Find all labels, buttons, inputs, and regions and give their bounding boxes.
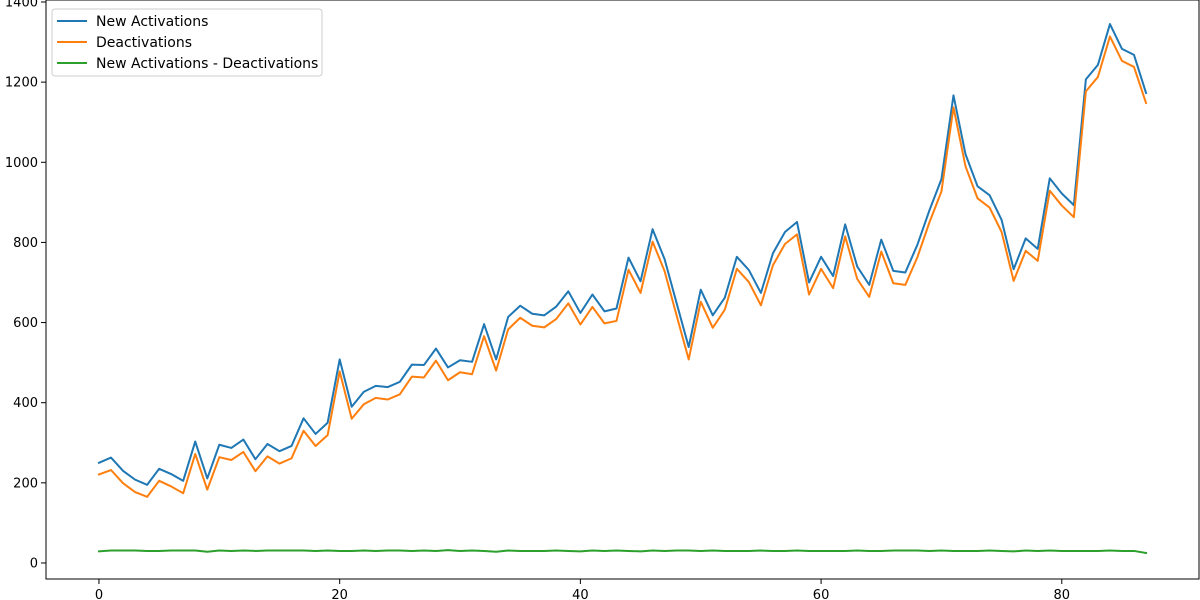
series-line-0 (97, 23, 1148, 486)
y-tick-label-6: 1200 (5, 76, 38, 91)
y-axis: 0 200 400 600 800 1000 1200 1400 (5, 0, 46, 571)
legend-box (51, 8, 323, 77)
x-axis: 0 20 40 60 80 (95, 579, 1070, 600)
y-tick-label-4: 800 (13, 236, 38, 251)
series-line-2 (97, 549, 1148, 555)
legend: New Activations Deactivations New Activati… (51, 8, 323, 77)
y-tick-label-7: 1400 (5, 0, 38, 11)
legend-label-0: New Activations (96, 14, 208, 30)
x-tick-label-1: 20 (331, 588, 348, 600)
x-tick-label-0: 0 (95, 588, 103, 600)
series-line-1 (97, 35, 1148, 498)
x-tick-label-2: 40 (572, 588, 589, 600)
plot-frame (45, 0, 1200, 580)
series-layer (97, 23, 1148, 555)
y-tick-label-1: 200 (13, 476, 38, 491)
y-tick-label-3: 600 (13, 316, 38, 331)
legend-label-2: New Activations - Deactivations (96, 56, 318, 72)
y-tick-label-5: 1000 (5, 156, 38, 171)
y-tick-label-2: 400 (13, 396, 38, 411)
legend-label-1: Deactivations (96, 35, 192, 51)
x-tick-label-3: 60 (813, 588, 830, 600)
y-tick-label-0: 0 (30, 556, 38, 571)
x-tick-label-4: 80 (1054, 588, 1071, 600)
